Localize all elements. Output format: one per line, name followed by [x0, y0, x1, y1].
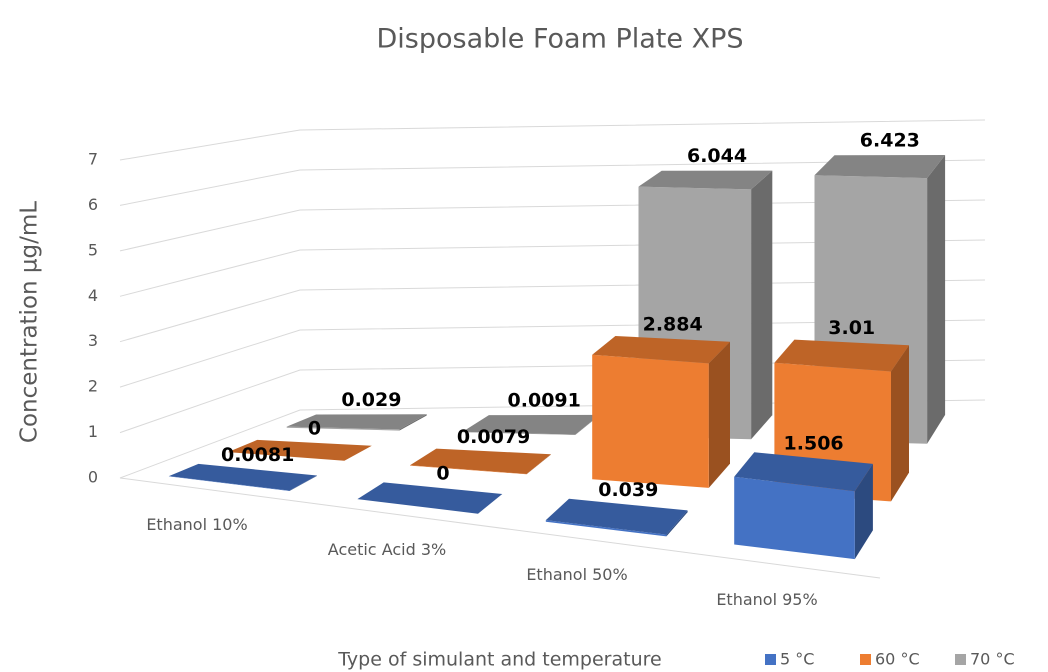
- legend-label: 60 °C: [875, 650, 920, 669]
- legend-swatch: [860, 654, 871, 665]
- data-label: 0.0081: [221, 444, 294, 466]
- bar: [357, 482, 503, 514]
- bar-top: [545, 498, 688, 535]
- y-tick-label: 6: [88, 195, 98, 214]
- floor-edge: [119, 477, 881, 579]
- y-tick-label: 1: [88, 422, 98, 441]
- data-label: 0.0091: [508, 389, 581, 411]
- data-label: 0.029: [341, 389, 401, 411]
- bar: [227, 439, 372, 461]
- chart-title: Disposable Foam Plate XPS: [376, 24, 743, 55]
- legend-swatch: [765, 654, 776, 665]
- grid-line: [119, 159, 986, 206]
- bar-top: [168, 463, 317, 491]
- bar-side: [927, 155, 946, 444]
- bar-front: [410, 465, 527, 475]
- bar-side: [399, 414, 427, 431]
- y-tick-label: 7: [88, 150, 98, 169]
- bar-top: [286, 414, 427, 430]
- y-tick-label: 2: [88, 377, 98, 396]
- y-tick-label: 0: [88, 468, 98, 487]
- bar-front: [592, 354, 709, 488]
- bar-top: [814, 155, 946, 179]
- bar: [734, 452, 873, 560]
- data-label: 0: [436, 463, 449, 485]
- x-axis-title: Type of simulant and temperature: [337, 649, 661, 671]
- y-axis-title: Concentration µg/mL: [17, 201, 43, 443]
- legend-label: 5 °C: [780, 650, 814, 669]
- bar-front: [286, 426, 400, 431]
- bar-side: [708, 341, 730, 488]
- data-label: 3.01: [828, 317, 875, 339]
- bar-side: [526, 454, 551, 475]
- bar: [286, 414, 427, 431]
- x-tick-label: Acetic Acid 3%: [328, 540, 446, 559]
- bar-side: [289, 475, 317, 491]
- bar: [592, 336, 730, 488]
- x-tick-label: Ethanol 50%: [526, 565, 627, 584]
- y-tick-label: 4: [88, 286, 98, 305]
- bar: [168, 463, 317, 491]
- x-tick-label: Ethanol 95%: [716, 590, 817, 609]
- bar-side: [666, 510, 688, 537]
- bar-side: [751, 170, 773, 440]
- data-label: 6.044: [687, 145, 747, 167]
- bar-front: [168, 476, 290, 491]
- bar-top: [592, 336, 730, 364]
- bar-top: [410, 448, 551, 474]
- bar-top: [638, 170, 773, 190]
- y-tick-label: 5: [88, 240, 98, 259]
- bar: [545, 498, 688, 537]
- data-label: 0.039: [598, 479, 658, 501]
- bar-top: [462, 414, 600, 435]
- x-tick-label: Ethanol 10%: [146, 515, 247, 534]
- bar-top: [774, 339, 909, 372]
- bar-top: [227, 439, 372, 461]
- bar-front: [734, 476, 855, 560]
- legend-label: 70 °C: [970, 650, 1015, 669]
- bar-side: [854, 463, 873, 560]
- bar-top: [357, 482, 503, 514]
- bar: [462, 414, 600, 435]
- legend-swatch: [955, 654, 966, 665]
- grid-line: [119, 119, 986, 161]
- data-label: 0: [308, 417, 321, 439]
- data-label: 1.506: [784, 433, 844, 455]
- bar-front: [462, 431, 576, 435]
- bar-front: [545, 520, 667, 537]
- y-tick-label: 3: [88, 331, 98, 350]
- bar: [410, 448, 551, 475]
- data-label: 0.0079: [457, 426, 530, 448]
- bar-top: [734, 452, 873, 492]
- bar-side: [891, 345, 909, 502]
- data-label: 6.423: [860, 130, 920, 152]
- data-label: 2.884: [643, 313, 703, 335]
